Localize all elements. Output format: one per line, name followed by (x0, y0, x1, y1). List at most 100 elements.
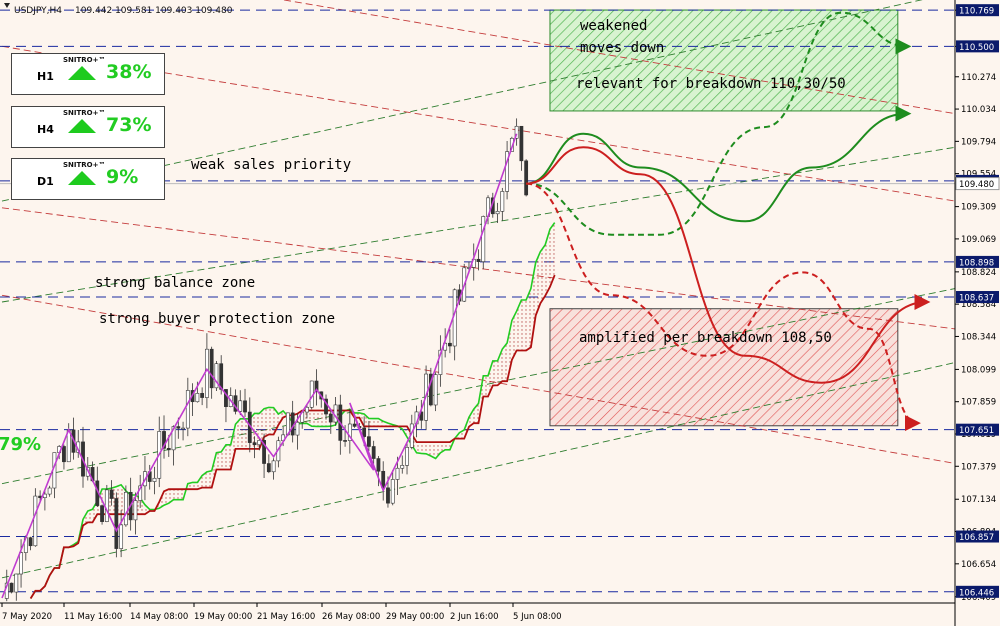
candle-body (109, 489, 114, 499)
level-price-box (956, 585, 999, 598)
candle-body (505, 151, 509, 192)
up-arrow-icon (68, 171, 96, 185)
candle-body (219, 363, 224, 390)
candle-body (367, 436, 371, 447)
x-tick-label: 14 May 08:00 (130, 612, 188, 622)
level-price-box (956, 40, 999, 53)
candle-body (200, 393, 205, 398)
y-tick-label: 108.344 (961, 332, 996, 342)
candle-body (62, 446, 66, 463)
candle-body (371, 446, 376, 459)
symbol-label: USDJPY,H4 (14, 6, 62, 16)
candle-body (243, 400, 247, 413)
candle-body (500, 191, 505, 212)
panel-brand: SNITRO+™ (63, 56, 106, 64)
candle-body (495, 211, 500, 215)
candle-body (519, 125, 524, 162)
candle-body (47, 487, 52, 495)
level-price-label: 107.651 (959, 426, 994, 436)
candle-body (386, 487, 390, 504)
x-tick-label: 19 May 00:00 (194, 612, 252, 622)
annotation-balance-zone: strong balance zone (95, 275, 255, 291)
candle-body (448, 342, 452, 347)
channel-line (1, 288, 956, 485)
x-tick-label: 2 Jun 16:00 (450, 612, 499, 622)
level-price-box (956, 4, 999, 17)
level-price-label: 108.637 (959, 294, 994, 304)
ohlc-values: 109.442 109.581 109.403 109.480 (75, 6, 233, 16)
y-tick-label: 108.099 (961, 365, 996, 375)
channel-line (1, 294, 956, 464)
annotation-green-zone-1: weakened (580, 18, 647, 34)
level-price-label: 110.769 (959, 7, 994, 17)
y-tick-label: 106.654 (961, 560, 996, 570)
x-tick-label: 29 May 00:00 (386, 612, 444, 622)
candle-body (481, 216, 486, 262)
candle-body (19, 552, 23, 575)
annotation-weak-sales: weak sales priority (191, 157, 351, 173)
y-tick-label: 109.794 (961, 137, 996, 147)
x-tick-label: 7 May 2020 (2, 612, 52, 622)
candle-body (381, 470, 386, 489)
candle-body (214, 363, 219, 389)
level-price-label: 106.857 (959, 533, 994, 543)
current-price-box (955, 177, 1000, 191)
candle-body (171, 426, 176, 451)
level-price-label: 106.446 (959, 588, 994, 598)
up-arrow-icon (68, 66, 96, 80)
candle-body (176, 426, 181, 429)
level-price-label: 108.898 (959, 258, 994, 268)
candle-body (28, 537, 33, 547)
level-price-label: 110.500 (959, 43, 994, 53)
candle-body (305, 406, 309, 413)
candle-body (257, 440, 262, 446)
x-tick-label: 26 May 08:00 (322, 612, 380, 622)
panel-timeframe: H4 (37, 123, 54, 136)
channel-line (1, 0, 924, 202)
candle-body (9, 582, 14, 593)
annotation-left-percent: 79% (0, 434, 41, 455)
forecast-bull-solid (526, 105, 912, 223)
red-forecast-zone (549, 308, 899, 427)
candle-body (138, 485, 143, 501)
candle-body (252, 442, 257, 446)
forecast-bull-dashed (526, 11, 912, 236)
price-axis: 110.769 110.500 110.274 110.034 109.794 109.5… (954, 0, 1000, 626)
level-price-box (956, 255, 999, 268)
panel-brand: SNITRO+™ (63, 109, 106, 117)
candle-body (514, 125, 519, 139)
indicator-panel-d1: SNITRO+™ D1 9% (11, 158, 165, 200)
channel-line (1, 362, 956, 579)
level-price-box (956, 530, 999, 543)
candle-body (328, 413, 333, 423)
y-tick-label: 110.034 (961, 105, 996, 115)
panel-percent: 73% (106, 114, 152, 136)
candle-body (390, 479, 395, 504)
zigzag-path (1, 133, 518, 599)
collapse-triangle-icon (4, 3, 10, 8)
chart-header: USDJPY,H4 109.442 109.581 109.403 109.48… (4, 3, 233, 16)
x-tick-label: 5 Jun 08:00 (513, 612, 562, 622)
candle-body (428, 373, 433, 406)
y-tick-label: 107.134 (961, 495, 996, 505)
annotation-red-zone: amplified per breakdown 108,50 (579, 330, 832, 346)
candle-body (476, 258, 481, 262)
current-price-label: 109.480 (959, 180, 994, 190)
candle-body (100, 505, 104, 522)
annotation-green-zone-3: relevant for breakdown 110,30/50 (576, 76, 846, 92)
annotation-green-zone-2: moves down (580, 40, 664, 56)
candle-body (119, 524, 124, 549)
candle-body (123, 491, 128, 526)
forecast-bear-dashed (526, 182, 921, 432)
candle-body (266, 463, 271, 473)
candle-body (152, 477, 157, 482)
candle-body (343, 440, 347, 442)
candle-body (104, 489, 109, 522)
forecast-paths (526, 11, 931, 432)
candle-body (347, 423, 352, 441)
candle-body (352, 423, 357, 427)
level-price-box (956, 423, 999, 436)
candle-body (314, 380, 319, 393)
candle-body (376, 458, 381, 472)
candle-body (238, 400, 243, 412)
